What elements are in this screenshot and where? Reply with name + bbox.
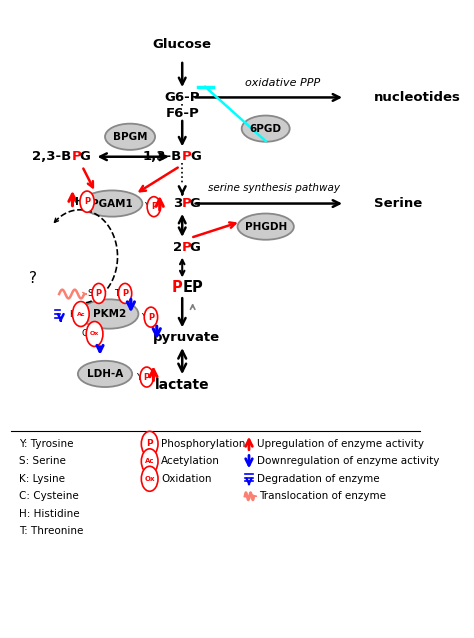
Text: oxidative PPP: oxidative PPP bbox=[245, 78, 320, 88]
Text: P: P bbox=[151, 202, 157, 211]
Text: pyruvate: pyruvate bbox=[153, 331, 220, 345]
Text: Ox: Ox bbox=[90, 332, 99, 336]
Text: S: Serine: S: Serine bbox=[19, 456, 66, 466]
Text: H: H bbox=[75, 197, 84, 207]
Text: Ox: Ox bbox=[145, 476, 155, 482]
Circle shape bbox=[140, 367, 154, 387]
Text: serine synthesis pathway: serine synthesis pathway bbox=[208, 183, 340, 193]
Text: G6-P: G6-P bbox=[164, 91, 200, 104]
Text: H: Histidine: H: Histidine bbox=[19, 508, 80, 519]
Text: G: G bbox=[190, 150, 201, 163]
Text: G: G bbox=[80, 150, 91, 163]
Text: P: P bbox=[148, 313, 154, 322]
Circle shape bbox=[118, 283, 132, 304]
Text: Oxidation: Oxidation bbox=[161, 474, 212, 484]
Text: PHGDH: PHGDH bbox=[245, 221, 287, 232]
Text: P: P bbox=[172, 280, 182, 295]
Text: Degradation of enzyme: Degradation of enzyme bbox=[256, 474, 379, 484]
Text: K: K bbox=[70, 309, 75, 318]
Text: Y: Tyrosine: Y: Tyrosine bbox=[19, 439, 74, 449]
Text: Acetylation: Acetylation bbox=[161, 456, 220, 466]
Text: Glucose: Glucose bbox=[153, 38, 212, 50]
Text: K: Lysine: K: Lysine bbox=[19, 474, 65, 484]
Circle shape bbox=[147, 197, 161, 217]
Text: Translocation of enzyme: Translocation of enzyme bbox=[259, 491, 386, 501]
Text: PKM2: PKM2 bbox=[92, 309, 126, 319]
Text: P: P bbox=[182, 197, 192, 210]
Text: P: P bbox=[144, 373, 150, 382]
Text: Y: Y bbox=[144, 202, 150, 212]
Text: lactate: lactate bbox=[155, 378, 210, 392]
Text: P: P bbox=[72, 150, 82, 163]
Text: 1,3-B: 1,3-B bbox=[143, 150, 182, 163]
Text: Downregulation of enzyme activity: Downregulation of enzyme activity bbox=[256, 456, 439, 466]
Text: Ac: Ac bbox=[145, 458, 155, 464]
Ellipse shape bbox=[242, 115, 290, 142]
Text: Y: Y bbox=[137, 373, 142, 382]
Ellipse shape bbox=[237, 214, 294, 240]
Text: P: P bbox=[96, 289, 102, 298]
Text: EP: EP bbox=[182, 280, 203, 295]
Text: Upregulation of enzyme activity: Upregulation of enzyme activity bbox=[256, 439, 423, 449]
Text: 2: 2 bbox=[173, 241, 182, 254]
Circle shape bbox=[141, 466, 158, 491]
Text: Serine: Serine bbox=[374, 197, 422, 210]
Text: 2,3-B: 2,3-B bbox=[32, 150, 72, 163]
Ellipse shape bbox=[105, 124, 155, 150]
Text: Ac: Ac bbox=[76, 311, 85, 316]
Text: P: P bbox=[84, 197, 90, 206]
Text: 6PGD: 6PGD bbox=[250, 124, 282, 133]
Circle shape bbox=[141, 431, 158, 456]
Text: LDH-A: LDH-A bbox=[87, 369, 123, 379]
Text: S: S bbox=[88, 289, 93, 298]
Text: G: G bbox=[189, 241, 200, 254]
Circle shape bbox=[141, 449, 158, 474]
Text: ?: ? bbox=[29, 271, 37, 286]
Circle shape bbox=[86, 322, 103, 346]
Text: C: C bbox=[82, 329, 88, 339]
Text: P: P bbox=[182, 150, 192, 163]
Text: F6-P: F6-P bbox=[165, 107, 199, 119]
Text: G: G bbox=[189, 197, 200, 210]
Circle shape bbox=[73, 302, 89, 327]
Text: Y: Y bbox=[141, 313, 146, 322]
Circle shape bbox=[144, 307, 157, 327]
Ellipse shape bbox=[78, 361, 132, 387]
Circle shape bbox=[80, 191, 94, 212]
Ellipse shape bbox=[80, 299, 138, 329]
Text: P: P bbox=[182, 241, 192, 254]
Text: P: P bbox=[122, 289, 128, 298]
Text: C: Cysteine: C: Cysteine bbox=[19, 491, 79, 501]
Ellipse shape bbox=[82, 190, 142, 217]
Text: nucleotides: nucleotides bbox=[374, 91, 461, 104]
Text: 3: 3 bbox=[173, 197, 182, 210]
Text: P: P bbox=[146, 440, 153, 449]
Text: BPGM: BPGM bbox=[113, 132, 147, 142]
Text: T: Threonine: T: Threonine bbox=[19, 526, 84, 536]
Text: PGAM1: PGAM1 bbox=[91, 198, 133, 209]
Circle shape bbox=[92, 283, 105, 304]
Text: Phosphorylation: Phosphorylation bbox=[161, 439, 246, 449]
Text: T: T bbox=[114, 289, 119, 298]
